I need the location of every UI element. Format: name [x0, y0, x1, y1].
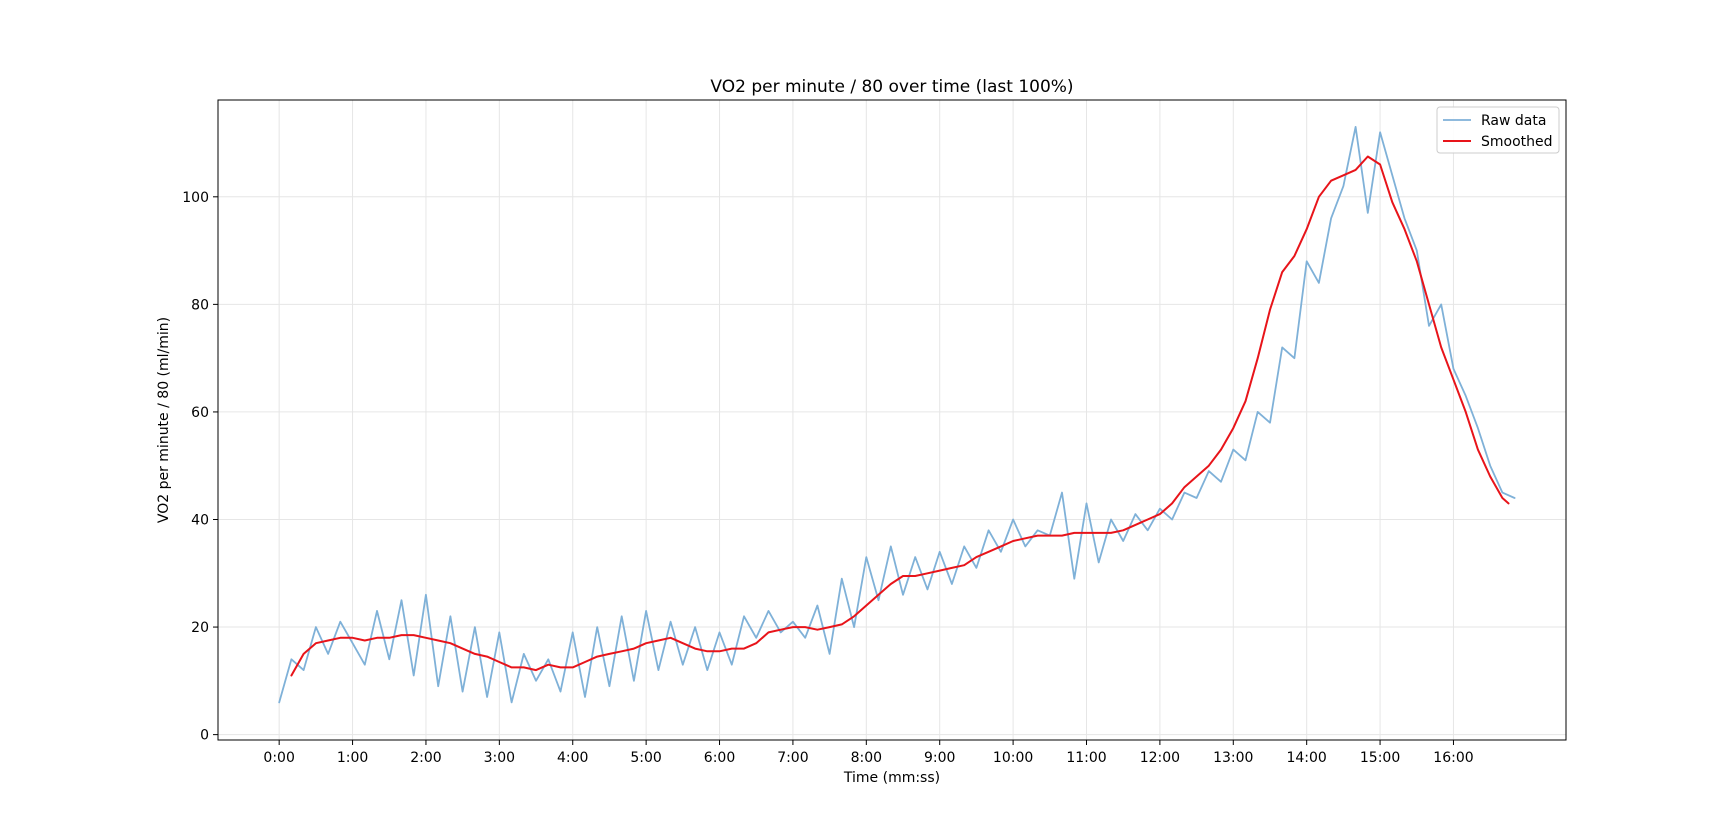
y-tick-label: 80 — [191, 297, 209, 313]
x-tick-label: 3:00 — [484, 750, 515, 766]
legend-raw-label: Raw data — [1481, 113, 1546, 129]
x-tick-label: 1:00 — [337, 750, 368, 766]
x-axis-ticks: 0:00 1:00 2:00 3:00 4:00 5:00 6:00 7:00 8:00 9:00… — [263, 740, 1474, 766]
x-tick-label: 12:00 — [1140, 750, 1180, 766]
x-axis-label: Time (mm:ss) — [843, 770, 940, 786]
grid-lines — [218, 100, 1566, 740]
y-axis-ticks: 0 20 40 60 80 100 — [182, 190, 218, 744]
x-tick-label: 11:00 — [1066, 750, 1106, 766]
x-tick-label: 16:00 — [1433, 750, 1473, 766]
y-tick-label: 40 — [191, 512, 209, 528]
raw-data-line — [278, 126, 1516, 704]
x-tick-label: 5:00 — [630, 750, 661, 766]
legend: Raw data Smoothed — [1436, 106, 1560, 154]
x-tick-label: 15:00 — [1360, 750, 1400, 766]
y-tick-label: 0 — [200, 728, 209, 744]
y-axis-label: VO2 per minute / 80 (ml/min) — [156, 317, 172, 523]
x-tick-label: 6:00 — [704, 750, 735, 766]
y-tick-label: 100 — [182, 190, 209, 206]
chart-title: VO2 per minute / 80 over time (last 100%… — [710, 77, 1073, 97]
x-tick-label: 4:00 — [557, 750, 588, 766]
x-tick-label: 13:00 — [1213, 750, 1253, 766]
y-tick-label: 20 — [191, 620, 209, 636]
smoothed-line — [290, 155, 1510, 677]
x-tick-label: 9:00 — [924, 750, 955, 766]
x-tick-label: 8:00 — [851, 750, 882, 766]
x-tick-label: 10:00 — [993, 750, 1033, 766]
x-tick-label: 7:00 — [777, 750, 808, 766]
series-layer — [278, 126, 1516, 704]
plot-frame — [217, 99, 1567, 741]
x-tick-label: 2:00 — [410, 750, 441, 766]
legend-smoothed-label: Smoothed — [1481, 134, 1553, 150]
y-tick-label: 60 — [191, 405, 209, 421]
x-tick-label: 0:00 — [263, 750, 294, 766]
x-tick-label: 14:00 — [1286, 750, 1326, 766]
